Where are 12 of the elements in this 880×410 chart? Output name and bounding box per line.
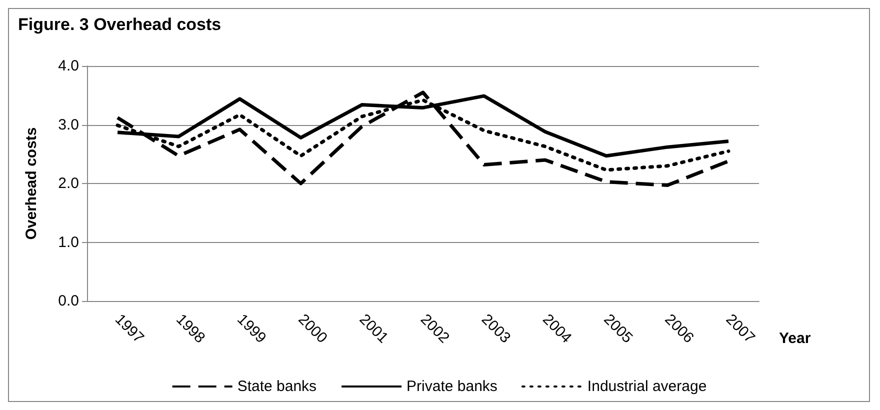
chart-title: Figure. 3 Overhead costs	[18, 15, 222, 34]
y-tick-label: 1.0	[58, 234, 79, 251]
legend-label: State banks	[237, 378, 317, 395]
legend-label: Private banks	[406, 378, 498, 395]
y-tick-label: 0.0	[58, 292, 79, 310]
y-tick-label: 3.0	[58, 116, 79, 134]
line-series	[116, 90, 730, 188]
legend-label: Industrial average	[587, 378, 707, 395]
x-axis-title: Year	[779, 330, 811, 347]
y-tick-label: 2.0	[58, 175, 79, 192]
y-axis-title: Overhead costs	[23, 127, 40, 240]
y-tick-label: 4.0	[58, 58, 79, 74]
